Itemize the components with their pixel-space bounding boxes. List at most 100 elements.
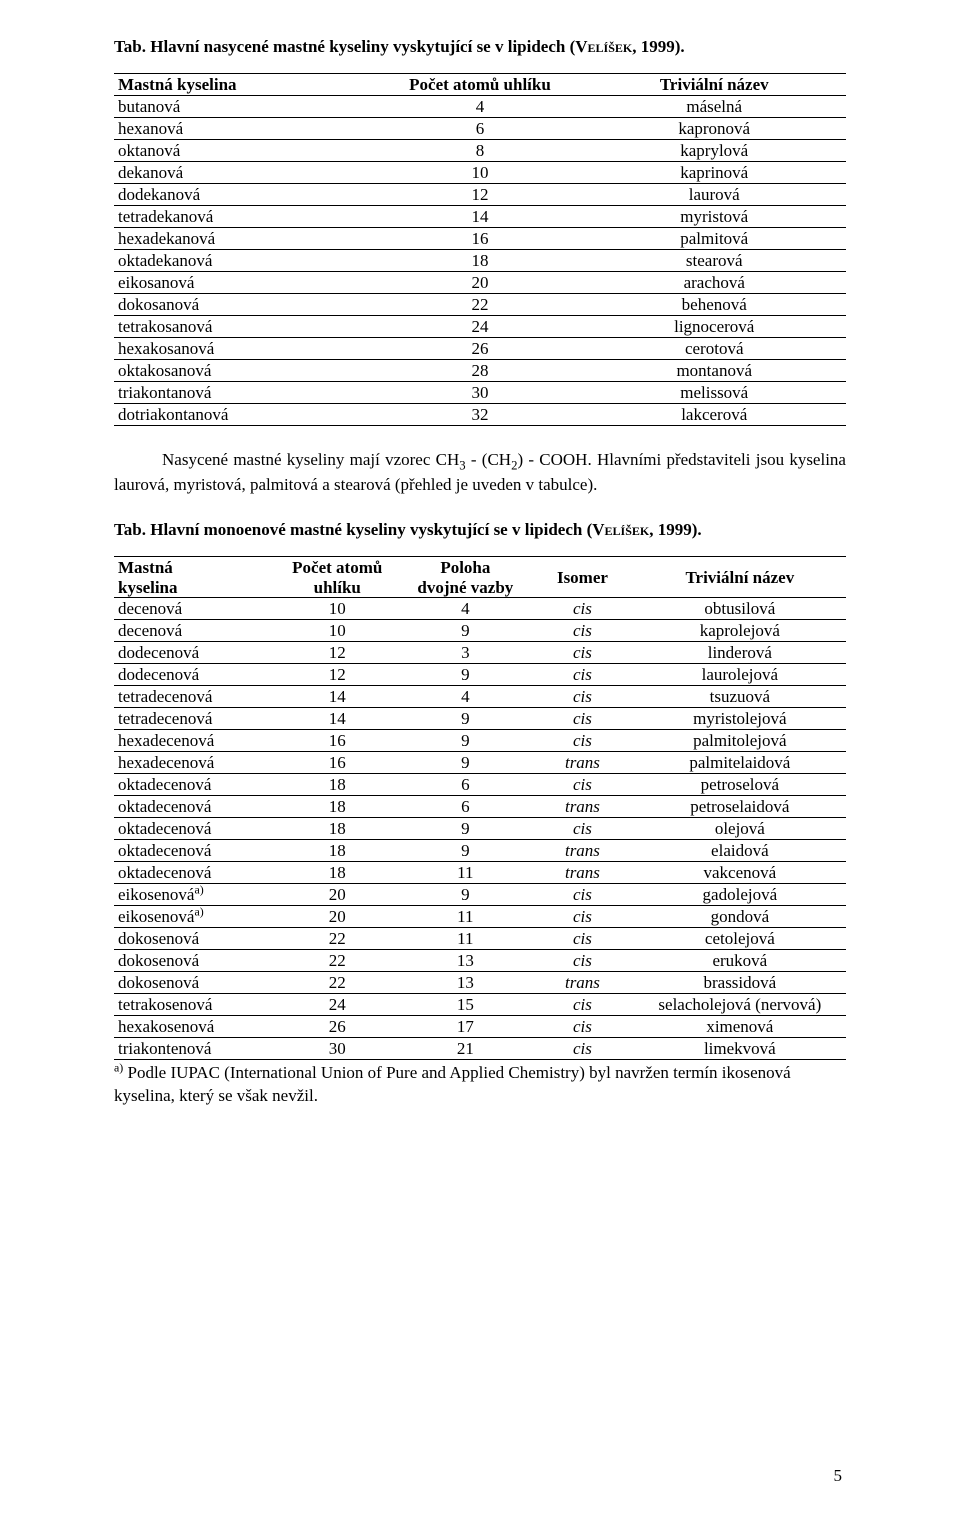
table2-footnote: a) Podle IUPAC (International Union of P… [114, 1062, 846, 1108]
table-row: oktakosanová28montanová [114, 359, 846, 381]
table-row: oktadecenová186cispetroselová [114, 774, 846, 796]
t2-c1-l1: Mastná [118, 558, 173, 577]
table-cell: lakcerová [582, 403, 846, 425]
table-cell: 20 [275, 884, 399, 906]
table-row: tetradecenová149cismyristolejová [114, 708, 846, 730]
table-row: tetradekanová14myristová [114, 205, 846, 227]
table-cell: lignocerová [582, 315, 846, 337]
table-cell: stearová [582, 249, 846, 271]
table1-caption: Tab. Hlavní nasycené mastné kyseliny vys… [114, 36, 846, 59]
caption2-label: Tab. [114, 520, 146, 539]
table-cell: laurová [582, 183, 846, 205]
table-cell: cis [531, 1038, 633, 1060]
table-cell: 15 [399, 994, 531, 1016]
table-cell: dotriakontanová [114, 403, 378, 425]
table-cell: cis [531, 928, 633, 950]
table-row: tetrakosanová24lignocerová [114, 315, 846, 337]
table-cell: 9 [399, 708, 531, 730]
t2-c3-l2: dvojné vazby [417, 578, 513, 597]
table-cell: palmitová [582, 227, 846, 249]
row-sup-mark: a) [194, 883, 203, 897]
para-part1: Nasycené mastné kyseliny mají vzorec CH [162, 450, 459, 469]
table2-col5-header: Triviální název [634, 557, 846, 598]
table-cell: 30 [378, 381, 583, 403]
table-cell: gondová [634, 906, 846, 928]
caption1-refname: Velíšek [575, 37, 632, 56]
table-cell: tetrakosanová [114, 315, 378, 337]
table2-col1-header: Mastná kyselina [114, 557, 275, 598]
table-cell: cerotová [582, 337, 846, 359]
caption2-tail: , 1999). [649, 520, 701, 539]
t2-c2-l1: Počet atomů [292, 558, 382, 577]
table-cell: 11 [399, 906, 531, 928]
table1-header-row: Mastná kyselina Počet atomů uhlíku Trivi… [114, 73, 846, 95]
table-cell: cis [531, 1016, 633, 1038]
table-cell: cis [531, 906, 633, 928]
table-cell: hexadekanová [114, 227, 378, 249]
caption1-label: Tab. [114, 37, 146, 56]
table-row: dodekanová12laurová [114, 183, 846, 205]
table-cell: 30 [275, 1038, 399, 1060]
table-row: eikosenováa)2011cisgondová [114, 906, 846, 928]
table-cell: 18 [275, 862, 399, 884]
table-cell: cis [531, 686, 633, 708]
table-row: dodecenová129cislaurolejová [114, 664, 846, 686]
table-cell: 22 [275, 972, 399, 994]
table-row: oktadecenová186transpetroselaidová [114, 796, 846, 818]
table-row: tetrakosenová2415cisselacholejová (nervo… [114, 994, 846, 1016]
table-cell: cis [531, 708, 633, 730]
table-cell: kaprolejová [634, 620, 846, 642]
table-cell: eikosenováa) [114, 884, 275, 906]
table-cell: 12 [275, 664, 399, 686]
table-row: hexadecenová169transpalmitelaidová [114, 752, 846, 774]
table-cell: butanová [114, 95, 378, 117]
table1-col1-header: Mastná kyselina [114, 73, 378, 95]
table-cell: oktadekanová [114, 249, 378, 271]
table-row: oktadekanová18stearová [114, 249, 846, 271]
table-row: hexakosanová26cerotová [114, 337, 846, 359]
table-cell: 32 [378, 403, 583, 425]
body-paragraph: Nasycené mastné kyseliny mají vzorec CH3… [114, 448, 846, 497]
table-cell: hexadecenová [114, 752, 275, 774]
table-cell: hexakosenová [114, 1016, 275, 1038]
table-cell: 22 [378, 293, 583, 315]
caption1-text: Hlavní nasycené mastné kyseliny vyskytuj… [146, 37, 575, 56]
table2-col3-header: Poloha dvojné vazby [399, 557, 531, 598]
table-cell: cis [531, 730, 633, 752]
table-cell: oktadecenová [114, 774, 275, 796]
table-row: decenová104cisobtusilová [114, 598, 846, 620]
table-cell: trans [531, 796, 633, 818]
table-cell: tetradecenová [114, 708, 275, 730]
table-row: dotriakontanová32lakcerová [114, 403, 846, 425]
table-cell: eikosanová [114, 271, 378, 293]
table-cell: tsuzuová [634, 686, 846, 708]
table-cell: hexakosanová [114, 337, 378, 359]
table2: Mastná kyselina Počet atomů uhlíku Poloh… [114, 556, 846, 1060]
table-cell: trans [531, 840, 633, 862]
table-cell: 3 [399, 642, 531, 664]
table-cell: 14 [275, 686, 399, 708]
table-cell: hexanová [114, 117, 378, 139]
table-row: hexakosenová2617cisximenová [114, 1016, 846, 1038]
table-cell: 9 [399, 840, 531, 862]
table-cell: montanová [582, 359, 846, 381]
table-row: oktadecenová189transelaidová [114, 840, 846, 862]
table-cell: 10 [275, 620, 399, 642]
table-cell: triakontanová [114, 381, 378, 403]
table-cell: oktadecenová [114, 796, 275, 818]
table-cell: behenová [582, 293, 846, 315]
table-row: butanová4máselná [114, 95, 846, 117]
table-cell: cis [531, 774, 633, 796]
table-cell: 13 [399, 950, 531, 972]
table-cell: oktanová [114, 139, 378, 161]
table-cell: 9 [399, 884, 531, 906]
table-cell: 14 [378, 205, 583, 227]
table-cell: 9 [399, 620, 531, 642]
table-cell: cis [531, 950, 633, 972]
table-cell: 10 [275, 598, 399, 620]
table-row: triakontanová30melissová [114, 381, 846, 403]
table-cell: 17 [399, 1016, 531, 1038]
table-cell: 6 [399, 796, 531, 818]
table-cell: dokosanová [114, 293, 378, 315]
table-cell: trans [531, 752, 633, 774]
